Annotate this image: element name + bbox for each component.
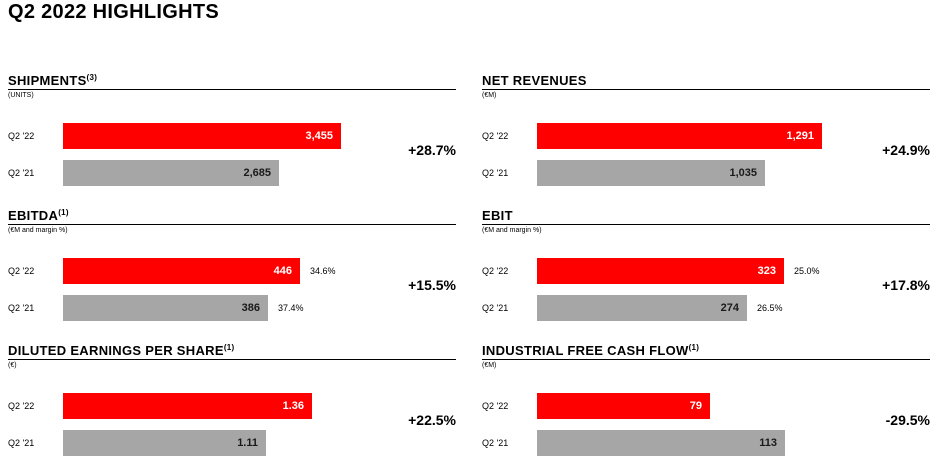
category-label: Q2 '22: [8, 131, 35, 141]
title-rule: [8, 359, 456, 360]
kpi-panel: INDUSTRIAL FREE CASH FLOW(1) (€M) Q2 '22 79…: [482, 343, 930, 456]
category-label: Q2 '22: [482, 266, 509, 276]
bar-value-label: 274: [720, 302, 739, 314]
bar-prior: 1,035: [537, 160, 765, 186]
title-rule: [482, 89, 930, 90]
panel-title: NET REVENUES: [482, 73, 587, 89]
bar-prior: 274: [537, 295, 747, 321]
bar-value-label: 3,455: [305, 130, 333, 142]
title-rule: [482, 224, 930, 225]
title-rule: [8, 89, 456, 90]
bar-prior: 2,685: [63, 160, 279, 186]
unit-label: (€M and margin %): [482, 227, 542, 234]
category-label: Q2 '21: [8, 303, 35, 313]
panel-title: DILUTED EARNINGS PER SHARE(1): [8, 343, 235, 359]
change-percent: +15.5%: [408, 277, 456, 293]
panel-title-text: INDUSTRIAL FREE CASH FLOW: [482, 343, 689, 358]
bar-current: 323: [537, 258, 784, 284]
category-label: Q2 '21: [8, 168, 35, 178]
category-label: Q2 '21: [8, 438, 35, 448]
bar-prior: 113: [537, 430, 785, 456]
footnote-ref: (3): [86, 73, 98, 82]
bar-value-label: 446: [273, 265, 292, 277]
margin-label: 37.4%: [278, 303, 304, 313]
bar-value-label: 386: [241, 302, 260, 314]
title-rule: [8, 224, 456, 225]
bar-current: 446: [63, 258, 300, 284]
change-percent: +17.8%: [882, 277, 930, 293]
category-label: Q2 '21: [482, 438, 509, 448]
category-label: Q2 '21: [482, 168, 509, 178]
bar-value-label: 1.36: [282, 400, 304, 412]
unit-label: (€M): [482, 92, 497, 99]
unit-label: (€M): [482, 362, 497, 369]
category-label: Q2 '22: [8, 401, 35, 411]
panel-title: EBITDA(1): [8, 208, 69, 224]
category-label: Q2 '22: [482, 401, 509, 411]
panel-title-text: EBIT: [482, 208, 513, 223]
kpi-panel: NET REVENUES (€M) Q2 '22 1,291 Q2 '21 1,035 +2…: [482, 73, 930, 186]
panel-title: EBIT: [482, 208, 513, 224]
unit-label: (€): [8, 362, 17, 369]
unit-label: (UNITS): [8, 92, 34, 99]
bar-current: 3,455: [63, 123, 341, 149]
bar-value-label: 1,035: [729, 167, 757, 179]
footnote-ref: (1): [688, 343, 700, 352]
bar-prior: 386: [63, 295, 268, 321]
bar-value-label: 1.11: [237, 437, 258, 449]
bar-value-label: 1,291: [786, 130, 814, 142]
panel-title-text: SHIPMENTS: [8, 73, 87, 88]
panel-title: SHIPMENTS(3): [8, 73, 97, 89]
page-title: Q2 2022 HIGHLIGHTS: [8, 1, 220, 23]
footnote-ref: (1): [58, 208, 69, 217]
kpi-panel: DILUTED EARNINGS PER SHARE(1) (€) Q2 '22 1.…: [8, 343, 456, 456]
bar-value-label: 113: [759, 437, 777, 449]
category-label: Q2 '21: [482, 303, 509, 313]
bar-value-label: 2,685: [243, 167, 271, 179]
bar-current: 1,291: [537, 123, 822, 149]
bar-current: 1.36: [63, 393, 312, 419]
panel-title-text: EBITDA: [8, 208, 59, 223]
bar-value-label: 79: [689, 400, 702, 412]
kpi-panel: SHIPMENTS(3) (UNITS) Q2 '22 3,455 Q2 '21 2,68…: [8, 73, 456, 186]
footnote-ref: (1): [223, 343, 235, 352]
bar-value-label: 323: [757, 265, 776, 277]
title-rule: [482, 359, 930, 360]
change-percent: -29.5%: [885, 412, 930, 428]
margin-label: 34.6%: [310, 266, 336, 276]
change-percent: +24.9%: [882, 142, 930, 158]
bar-current: 79: [537, 393, 710, 419]
panel-title-text: DILUTED EARNINGS PER SHARE: [8, 343, 224, 358]
panel-title: INDUSTRIAL FREE CASH FLOW(1): [482, 343, 699, 359]
margin-label: 25.0%: [794, 266, 820, 276]
margin-label: 26.5%: [757, 303, 783, 313]
panel-title-text: NET REVENUES: [482, 73, 587, 88]
change-percent: +28.7%: [408, 142, 456, 158]
change-percent: +22.5%: [408, 412, 456, 428]
kpi-panel: EBITDA(1) (€M and margin %) Q2 '22 446 34.6%…: [8, 208, 456, 321]
unit-label: (€M and margin %): [8, 227, 68, 234]
bar-prior: 1.11: [63, 430, 266, 456]
category-label: Q2 '22: [8, 266, 35, 276]
category-label: Q2 '22: [482, 131, 509, 141]
kpi-panel: EBIT (€M and margin %) Q2 '22 323 25.0% Q2 '2…: [482, 208, 930, 321]
